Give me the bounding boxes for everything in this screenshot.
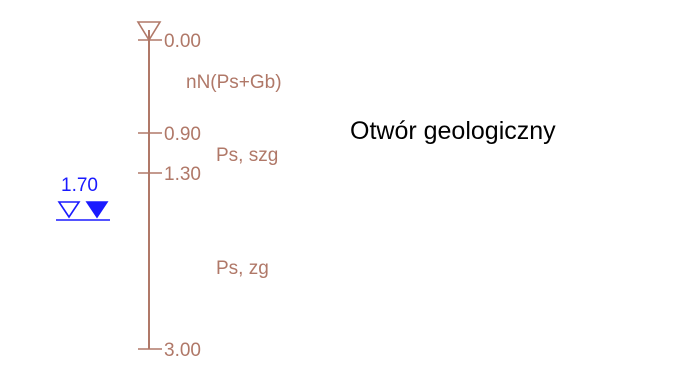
layer-label-1: Ps, szg: [216, 145, 278, 166]
ground-surface-marker-icon: [136, 21, 162, 42]
groundwater-observed-marker-icon: [57, 201, 81, 219]
depth-label-3: 3.00: [164, 340, 201, 361]
depth-label-0: 0.00: [164, 31, 201, 52]
groundwater-depth-label: 1.70: [61, 175, 98, 196]
depth-label-2: 1.30: [164, 164, 201, 185]
diagram-title: Otwór geologiczny: [350, 117, 556, 145]
layer-label-2: Ps, zg: [216, 258, 269, 279]
layer-label-0: nN(Ps+Gb): [186, 72, 282, 93]
groundwater-stabilized-marker-icon: [85, 201, 109, 219]
depth-label-1: 0.90: [164, 124, 201, 145]
